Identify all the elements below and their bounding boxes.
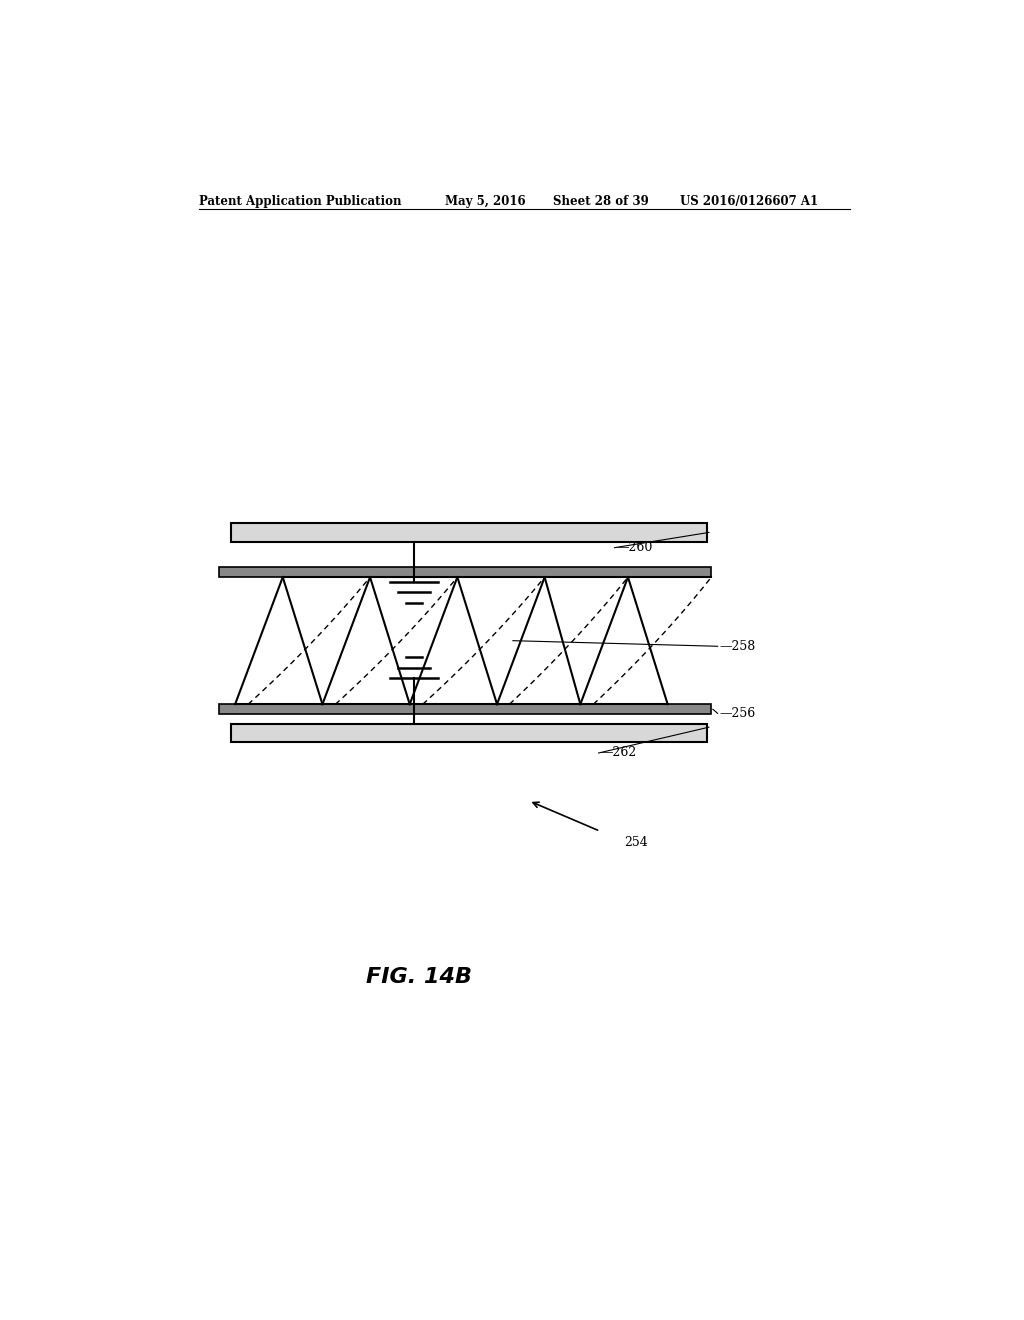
Text: —256: —256 — [719, 706, 756, 719]
Bar — [219, 704, 712, 714]
Bar — [231, 523, 708, 541]
Text: Patent Application Publication: Patent Application Publication — [200, 195, 402, 209]
Text: FIG. 14B: FIG. 14B — [367, 966, 472, 986]
Text: —260: —260 — [616, 541, 652, 554]
Text: Sheet 28 of 39: Sheet 28 of 39 — [553, 195, 648, 209]
Bar — [231, 723, 708, 742]
Text: —262: —262 — [600, 747, 637, 759]
Text: May 5, 2016: May 5, 2016 — [445, 195, 526, 209]
Bar — [219, 568, 712, 577]
Text: —258: —258 — [719, 640, 756, 653]
Text: 254: 254 — [624, 836, 648, 849]
Text: US 2016/0126607 A1: US 2016/0126607 A1 — [680, 195, 818, 209]
